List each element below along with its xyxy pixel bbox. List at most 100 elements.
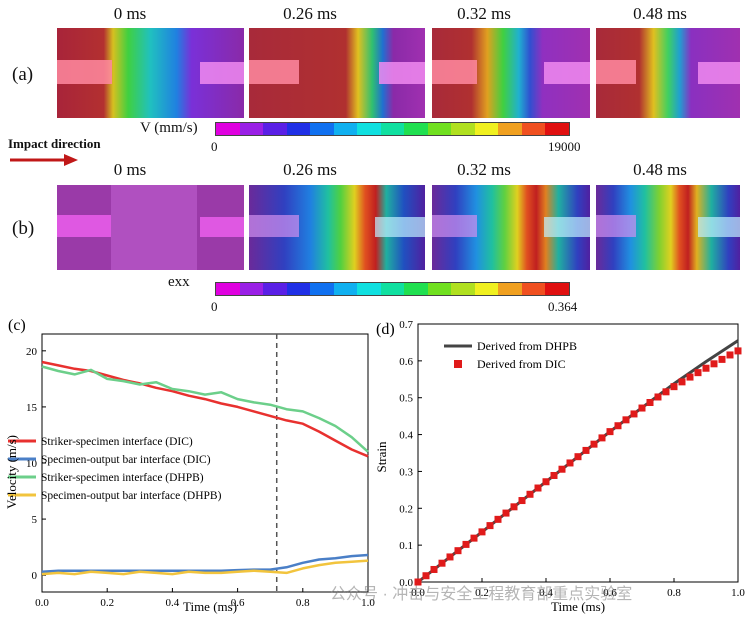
- colorbar-segment: [451, 123, 475, 135]
- colorbar-segment: [286, 123, 311, 135]
- legend-entry: Derived from DIC: [477, 357, 566, 371]
- data-point-dic: [574, 453, 582, 461]
- watermark-text: 公众号 · 冲击与安全工程教育部重点实验室: [330, 586, 633, 603]
- data-point-dic: [414, 578, 422, 586]
- x-tick-label: 1.0: [361, 597, 375, 609]
- data-point-dic: [726, 351, 734, 359]
- data-point-dic: [654, 393, 662, 401]
- row-a-time-2: 0.26 ms: [283, 4, 337, 23]
- strain-colorbar-label: exx: [168, 274, 190, 290]
- data-point-dic: [454, 547, 462, 555]
- velocity-field-image-048ms: [596, 28, 740, 118]
- velocity-field-image-032ms: [432, 28, 590, 118]
- impact-direction-arrow-icon: [10, 154, 78, 166]
- colorbar-segment: [380, 283, 405, 295]
- colorbar-segment: [263, 283, 287, 295]
- strain-field-image-0ms: [57, 185, 244, 270]
- legend-marker: [454, 360, 462, 368]
- colorbar-segment: [216, 123, 240, 135]
- row-b-label: (b): [12, 218, 35, 239]
- colorbar-segment: [333, 283, 358, 295]
- series-line-3: [41, 559, 369, 576]
- data-point-dic: [518, 497, 526, 505]
- data-point-dic: [662, 388, 670, 396]
- y-tick-label: 0.5: [399, 393, 413, 405]
- velocity-colorbar-min: 0: [211, 139, 218, 154]
- data-point-dic: [590, 440, 598, 448]
- data-point-dic: [566, 459, 574, 467]
- colorbar-segment: [357, 123, 381, 135]
- data-point-dic: [446, 553, 454, 561]
- y-tick-label: 0.2: [399, 503, 413, 515]
- data-point-dic: [582, 446, 590, 454]
- row-a-label: (a): [12, 64, 34, 85]
- chart-c-panel-label: (c): [8, 317, 26, 334]
- y-tick-label: 0.6: [399, 356, 413, 368]
- data-point-dic: [702, 364, 710, 372]
- velocity-chart: (c) 0.0 0.2 0.4 0.6 0.8 1.0 0 5 10 15 20 Striker-sp…: [4, 317, 375, 614]
- data-point-dic: [478, 528, 486, 536]
- strain-field-image-048ms: [596, 185, 740, 270]
- colorbar-segment: [333, 123, 358, 135]
- legend-entry: Striker-specimen interface (DHPB): [41, 472, 204, 484]
- legend-entry: Specimen-output bar interface (DIC): [41, 454, 211, 466]
- chart-d-ylabel: Strain: [374, 441, 389, 473]
- velocity-colorbar-label: V (mm/s): [140, 120, 198, 136]
- y-tick-label: 0.1: [399, 540, 413, 552]
- y-tick-label: 0: [32, 570, 38, 582]
- data-point-dic: [598, 434, 606, 442]
- colorbar-segment: [380, 123, 405, 135]
- colorbar-segment: [474, 123, 499, 135]
- data-point-dic: [486, 522, 494, 530]
- legend-entry: Striker-specimen interface (DIC): [41, 436, 193, 448]
- strain-colorbar-min: 0: [211, 299, 218, 314]
- data-point-dic: [718, 355, 726, 363]
- colorbar-segment: [263, 123, 287, 135]
- y-tick-label: 15: [26, 402, 38, 414]
- data-point-dic: [678, 378, 686, 386]
- colorbar-segment: [216, 283, 240, 295]
- y-tick-label: 10: [26, 458, 38, 470]
- data-point-dic: [630, 410, 638, 418]
- data-point-dic: [686, 373, 694, 381]
- series-line-1: [41, 553, 369, 574]
- colorbar-segment: [427, 283, 452, 295]
- data-point-dic: [526, 490, 534, 498]
- x-tick-label: 0.6: [603, 587, 617, 599]
- x-tick-label: 0.6: [231, 597, 245, 609]
- data-point-dic: [550, 471, 558, 479]
- row-b-time-2: 0.26 ms: [283, 160, 337, 179]
- velocity-colorbar: [215, 122, 570, 136]
- strain-field-image-032ms: [432, 185, 590, 270]
- row-b-time-4: 0.48 ms: [633, 160, 687, 179]
- data-point-dic: [646, 399, 654, 407]
- strain-colorbar: [215, 282, 570, 296]
- strain-chart: (d) 0.0 0.2 0.4 0.6 0.8 1.0 0.0 0.1 0.2 0.3 0.4 0.5…: [374, 319, 745, 614]
- data-point-dic: [534, 484, 542, 492]
- data-point-dic: [670, 383, 678, 391]
- x-tick-label: 0.8: [667, 587, 681, 599]
- data-point-dic: [438, 559, 446, 567]
- data-point-dic: [638, 404, 646, 412]
- data-point-dic: [462, 540, 470, 548]
- colorbar-segment: [474, 283, 499, 295]
- colorbar-segment: [310, 123, 334, 135]
- colorbar-segment: [239, 283, 264, 295]
- data-point-dic: [734, 347, 742, 355]
- colorbar-segment: [545, 123, 569, 135]
- y-tick-label: 20: [26, 346, 38, 358]
- chart-c-ylabel: Velocity (m/s): [4, 435, 19, 509]
- y-tick-label: 0.0: [399, 577, 413, 589]
- colorbar-segment: [498, 123, 522, 135]
- row-a-time-3: 0.32 ms: [457, 4, 511, 23]
- data-point-dic: [558, 465, 566, 473]
- impact-direction-label: Impact direction: [8, 136, 101, 151]
- strain-colorbar-max: 0.364: [548, 299, 578, 314]
- velocity-field-image-0ms: [57, 28, 244, 118]
- data-point-dic: [622, 416, 630, 424]
- y-tick-label: 5: [32, 514, 38, 526]
- colorbar-segment: [451, 283, 475, 295]
- y-tick-label: 0.7: [399, 319, 413, 331]
- data-point-dic: [510, 503, 518, 511]
- data-point-dic: [606, 428, 614, 436]
